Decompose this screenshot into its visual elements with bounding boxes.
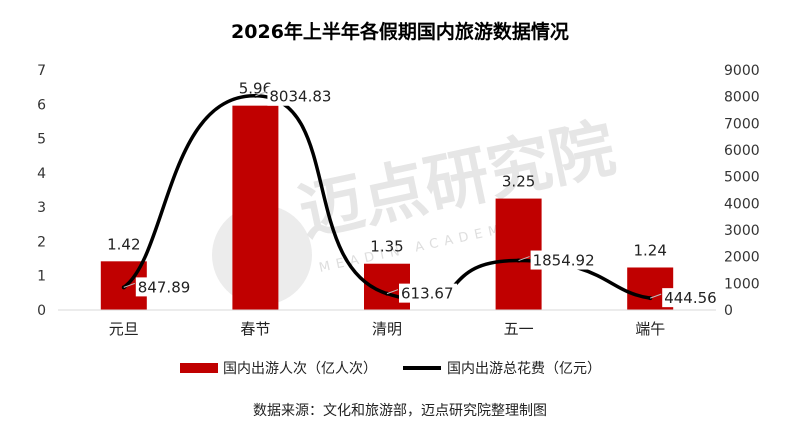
line-value-label: 613.67 <box>401 285 454 303</box>
category-label: 春节 <box>240 320 270 338</box>
right-axis-tick: 9000 <box>724 63 760 79</box>
line-label-leader <box>386 289 399 295</box>
right-axis-tick: 8000 <box>724 90 760 106</box>
legend-line-label: 国内出游总花费（亿元） <box>447 361 601 377</box>
bar-value-label: 3.25 <box>502 173 535 191</box>
legend-bar-swatch <box>180 363 218 373</box>
legend-bar-label: 国内出游人次（亿人次） <box>223 361 377 377</box>
chart-title: 2026年上半年各假期国内旅游数据情况 <box>231 20 569 43</box>
line-label-leader <box>255 91 267 97</box>
line-label-bg <box>662 288 721 308</box>
line-value-label: 8034.83 <box>269 88 331 106</box>
category-axis: 元旦 春节 清明 五一 端午 <box>58 309 716 338</box>
line-value-label: 1854.92 <box>533 252 595 270</box>
bar-value-label: 5.96 <box>239 80 272 98</box>
right-axis-tick: 0 <box>724 303 733 319</box>
line-label-bg <box>530 250 598 270</box>
right-axis-tick: 4000 <box>724 196 760 212</box>
right-axis-tick: 5000 <box>724 170 760 186</box>
left-axis-tick: 1 <box>37 269 46 285</box>
line-label-leader <box>518 256 530 262</box>
left-axis-tick: 4 <box>37 166 46 182</box>
left-axis-tick: 3 <box>37 200 46 216</box>
left-axis-tick: 7 <box>37 63 46 79</box>
line-label-bg <box>135 277 194 297</box>
left-axis-tick: 2 <box>37 234 46 250</box>
source-note: 数据来源：文化和旅游部，迈点研究院整理制图 <box>253 403 547 419</box>
line-label-bg <box>399 283 457 303</box>
category-label: 元旦 <box>109 320 139 338</box>
right-axis-tick: 1000 <box>724 276 760 292</box>
category-label: 清明 <box>372 320 402 338</box>
bar-value-label: 1.35 <box>370 238 403 256</box>
bar-value-label: 1.42 <box>107 235 140 253</box>
left-axis-tick: 5 <box>37 132 46 148</box>
line-label-leader <box>650 293 662 299</box>
left-axis-tick: 6 <box>37 97 46 113</box>
legend: 国内出游人次（亿人次） 国内出游总花费（亿元） <box>180 361 601 377</box>
watermark-text: 迈点研究院 <box>293 112 621 251</box>
right-axis-tick: 3000 <box>724 223 760 239</box>
bar-value-label: 1.24 <box>633 241 666 259</box>
left-axis: 0 1 2 3 4 5 6 7 <box>37 63 46 319</box>
left-axis-tick: 0 <box>37 303 46 319</box>
line-value-label: 847.89 <box>138 278 191 296</box>
right-axis-tick: 2000 <box>724 250 760 266</box>
line-label-leader <box>123 282 135 288</box>
category-label: 五一 <box>504 320 534 338</box>
right-axis: 0 1000 2000 3000 4000 5000 6000 7000 8000 9000 <box>724 63 760 319</box>
data-labels: 1.42 5.96 1.35 3.25 1.24 847.89 8034.83 613.67 1… <box>107 80 721 308</box>
bar <box>232 105 279 311</box>
line-label-bg <box>267 86 335 106</box>
right-axis-tick: 7000 <box>724 116 760 132</box>
line-value-label: 444.56 <box>664 289 717 307</box>
category-label: 端午 <box>635 320 665 338</box>
right-axis-tick: 6000 <box>724 143 760 159</box>
